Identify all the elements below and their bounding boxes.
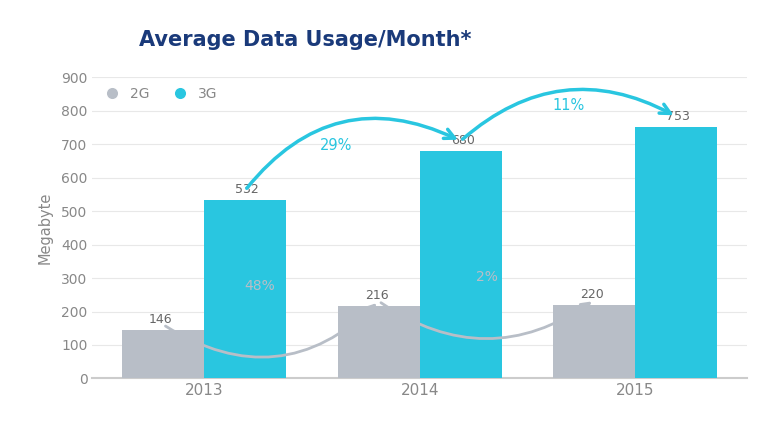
Bar [554,305,635,378]
Y-axis label: Megabyte: Megabyte [38,192,53,264]
Text: Average Data Usage/Month*: Average Data Usage/Month* [139,30,471,50]
Text: 11%: 11% [552,98,584,113]
Bar [635,126,717,378]
Text: 216: 216 [365,289,388,302]
Text: 680: 680 [450,134,474,147]
Bar [420,151,501,378]
Text: 146: 146 [149,313,172,326]
Text: 753: 753 [666,110,690,123]
Bar [122,329,204,378]
Text: 2%: 2% [476,270,497,284]
Text: 29%: 29% [320,138,352,153]
Text: 48%: 48% [245,279,276,293]
Bar [204,200,286,378]
Text: 532: 532 [236,184,259,197]
Bar [338,306,420,378]
Legend: 2G, 3G: 2G, 3G [93,81,223,107]
Text: 220: 220 [581,288,604,301]
